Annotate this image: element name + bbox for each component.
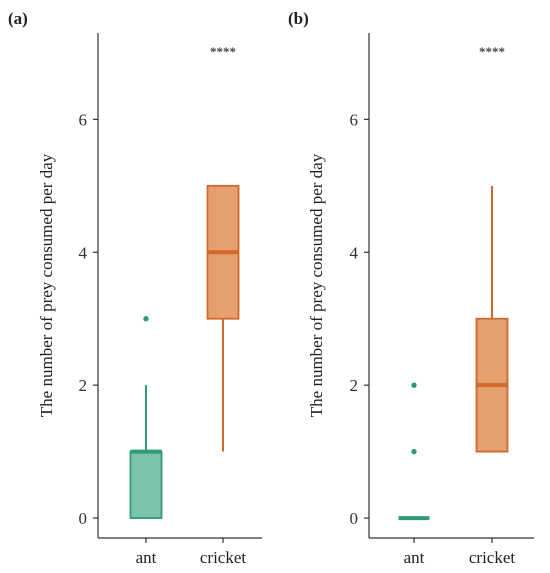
panel-b-y-tick-label: 0 (350, 509, 359, 528)
panel-b-x-tick-label-cricket: cricket (469, 548, 516, 567)
panel-b-ant-outlier (411, 448, 417, 455)
panel-b-x-tick-label-ant: ant (404, 548, 425, 567)
panel-a-y-tick-label: 2 (79, 376, 88, 395)
panel-b-ant-outlier (411, 382, 417, 388)
panel-b-label: (b) (288, 9, 309, 28)
panel-b-y-tick-label: 2 (350, 376, 359, 395)
panel-a-x-tick-label-cricket: cricket (200, 548, 247, 567)
panel-a-x-tick-label-ant: ant (136, 548, 157, 567)
panel-a-ant-outlier (143, 316, 149, 322)
panel-a-ant-box (129, 450, 163, 519)
panel-a-significance: **** (210, 44, 236, 59)
panel-b-significance: **** (479, 44, 505, 59)
panel-b-y-tick-label: 4 (350, 243, 359, 262)
panel-a-y-tick-label: 0 (79, 509, 88, 528)
panel-b-y-axis-title: The number of prey consumed per day (307, 153, 326, 417)
panel-a-y-tick-label: 4 (79, 243, 88, 262)
panel-a-label: (a) (8, 9, 28, 28)
panel-b-y-tick-label: 6 (350, 110, 359, 129)
panel-a-y-tick-label: 6 (79, 110, 88, 129)
panel-a-y-axis-title: The number of prey consumed per day (37, 153, 56, 417)
